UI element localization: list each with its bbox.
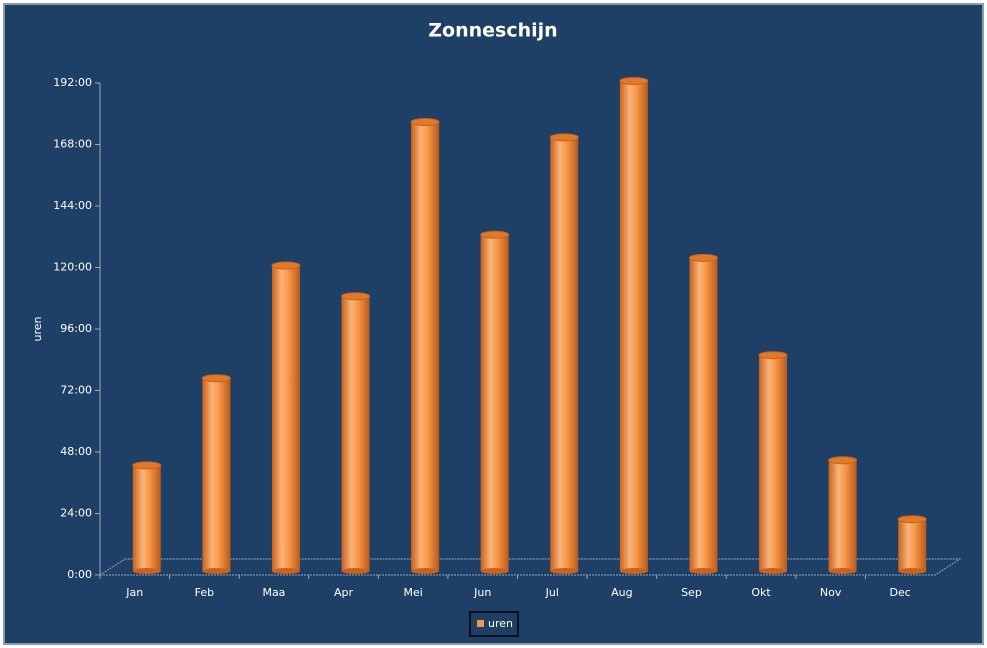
y-tick-label: 72:00 (60, 384, 92, 397)
y-tick-label: 0:00 (67, 568, 92, 581)
bar-cap (688, 253, 718, 262)
x-tick-label: Sep (681, 586, 702, 599)
bar-cap (271, 261, 301, 270)
bar-cap (410, 118, 440, 126)
x-tick-label: Apr (334, 586, 354, 599)
x-tick-label: Maa (262, 586, 285, 599)
bar (689, 257, 718, 571)
bar-cap (132, 461, 162, 470)
bar-base (480, 568, 509, 574)
bar-base (550, 568, 579, 574)
bar (759, 355, 788, 571)
bar (550, 137, 579, 571)
bar (132, 465, 161, 571)
bar-base (341, 568, 370, 574)
bar-base (759, 568, 788, 574)
x-tick-label: Okt (751, 586, 771, 599)
bar-base (271, 568, 300, 574)
x-tick-label: Feb (195, 586, 214, 599)
y-tick-label: 24:00 (60, 507, 92, 520)
bar-cap (897, 515, 927, 524)
legend-label: uren (488, 617, 513, 630)
bar (411, 122, 440, 571)
bar (619, 81, 648, 571)
x-tick-label: Aug (611, 586, 632, 599)
bar (480, 234, 509, 571)
bar-base (202, 568, 231, 574)
bar-cap (549, 133, 579, 142)
bar-base (898, 568, 927, 574)
bar-base (411, 568, 440, 574)
x-tick-label: Jan (125, 586, 143, 599)
y-axis-label: uren (31, 316, 44, 341)
bar-cap (828, 456, 858, 465)
bar-cap (619, 77, 649, 85)
y-tick-label: 168:00 (53, 138, 92, 151)
chart-title: Zonneschijn (428, 20, 557, 42)
bar-base (619, 568, 648, 574)
x-tick-label: Jun (473, 586, 491, 599)
y-tick-label: 48:00 (60, 445, 92, 458)
x-tick-label: Mei (403, 586, 422, 599)
bar-cap (201, 374, 231, 383)
bar (202, 378, 231, 571)
bar-cap (341, 292, 371, 301)
bar-base (689, 568, 718, 574)
bar-base (132, 568, 161, 574)
x-tick-label: Jul (545, 586, 559, 599)
x-tick-label: Nov (820, 586, 842, 599)
legend-swatch (477, 620, 484, 627)
y-tick-label: 144:00 (53, 199, 92, 212)
bar (828, 460, 857, 571)
bar-cap (480, 230, 510, 239)
bar (898, 519, 927, 571)
bar-cap (758, 351, 788, 360)
bar (271, 265, 300, 571)
x-tick-label: Dec (890, 586, 911, 599)
y-tick-label: 192:00 (53, 76, 92, 89)
y-tick-label: 120:00 (53, 261, 92, 274)
bar (341, 296, 370, 571)
bar-base (828, 568, 857, 574)
y-tick-label: 96:00 (60, 322, 92, 335)
